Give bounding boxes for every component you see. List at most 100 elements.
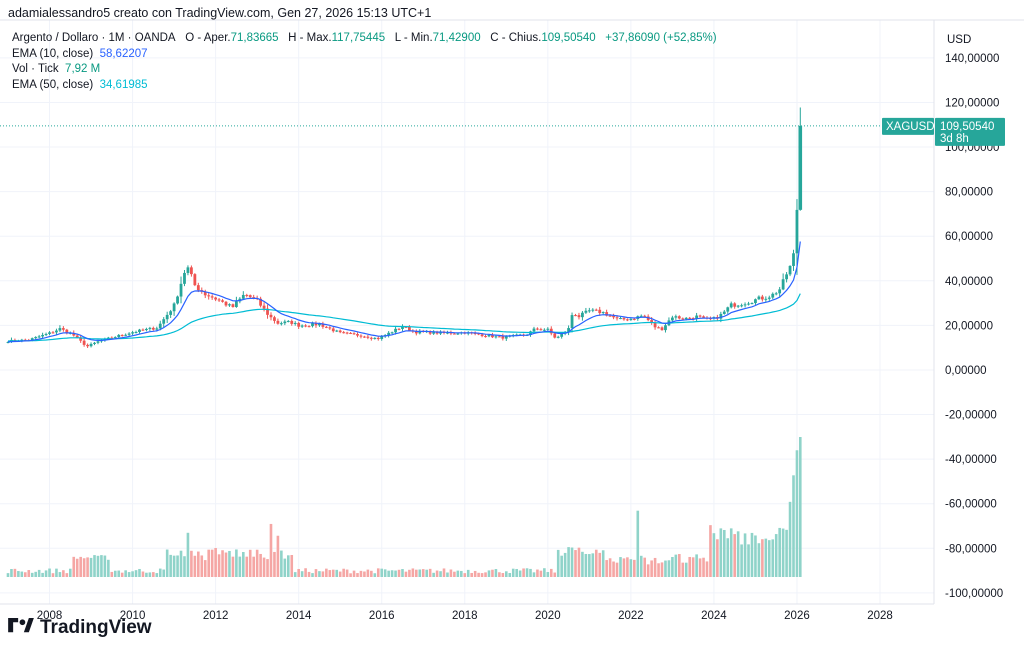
candle-body xyxy=(736,305,740,307)
volume-bar xyxy=(321,571,325,577)
candle-body xyxy=(89,343,93,347)
candle-body xyxy=(619,318,622,320)
volume-bar xyxy=(691,557,695,577)
legend-ema50-row[interactable]: EMA (50, close) 34,61985 xyxy=(12,78,717,94)
volume-bar xyxy=(380,568,384,577)
volume-bar xyxy=(345,569,349,577)
candle-body xyxy=(722,311,726,314)
candle-body xyxy=(556,336,560,338)
volume-bar xyxy=(671,556,674,577)
candle-body xyxy=(349,332,352,334)
volume-bar xyxy=(449,569,453,577)
volume-bar xyxy=(681,562,685,577)
time-axis[interactable]: 2008 2010 2012 2014 2016 2018 2020 2022 2024 2026… xyxy=(37,610,893,622)
volume-bar xyxy=(484,572,487,577)
volume-bar xyxy=(466,569,470,577)
price-tick-label: 60,00000 xyxy=(945,231,993,243)
candle-body xyxy=(570,315,574,329)
volume-bar xyxy=(280,550,283,577)
volume-bar xyxy=(113,570,117,577)
volume-bar xyxy=(245,556,249,577)
volume-bar xyxy=(356,573,359,577)
volume-bars xyxy=(6,437,802,577)
candle-body xyxy=(328,327,332,329)
candle-body xyxy=(754,299,757,304)
legend-ema10-row[interactable]: EMA (10, close) 58,62207 xyxy=(12,47,717,63)
volume-bar xyxy=(757,543,761,577)
candle-body xyxy=(86,344,89,347)
volume-bar xyxy=(148,572,152,577)
candle-body xyxy=(605,312,609,316)
volume-bar xyxy=(421,569,425,577)
volume-bar xyxy=(283,558,287,577)
candle-body xyxy=(567,328,570,332)
price-tick-label: -80,00000 xyxy=(945,543,997,555)
candle-body xyxy=(234,301,238,307)
volume-bar xyxy=(68,568,72,577)
currency-label[interactable]: USD xyxy=(947,34,971,46)
candle-body xyxy=(58,328,62,331)
volume-bar xyxy=(238,556,242,577)
volume-bar xyxy=(27,570,31,577)
volume-bar xyxy=(307,571,311,577)
candle-body xyxy=(632,318,636,320)
volume-bar xyxy=(446,572,449,577)
volume-bar xyxy=(41,572,44,577)
candle-body xyxy=(196,285,200,291)
tradingview-logo[interactable]: TradingView xyxy=(8,617,152,639)
volume-bar xyxy=(435,570,439,577)
volume-bar xyxy=(650,560,653,577)
volume-bar xyxy=(131,571,134,577)
candle-body xyxy=(369,337,373,339)
candle-body xyxy=(55,330,58,333)
volume-bar xyxy=(601,550,605,577)
volume-bar xyxy=(203,560,207,577)
volume-bar xyxy=(456,570,460,577)
time-tick-label: 2018 xyxy=(452,610,478,622)
volume-bar xyxy=(335,569,339,577)
candle-body xyxy=(162,319,166,324)
candle-body xyxy=(387,332,391,336)
candle-body xyxy=(61,328,65,330)
volume-bar xyxy=(82,558,86,577)
volume-bar xyxy=(145,572,148,577)
volume-bar xyxy=(124,570,127,577)
candle-body xyxy=(750,303,754,305)
time-tick-label: 2028 xyxy=(867,610,893,622)
volume-bar xyxy=(318,571,321,577)
candle-body xyxy=(594,309,598,311)
volume-bar xyxy=(366,569,370,577)
candle-body xyxy=(169,311,173,315)
candle-body xyxy=(262,305,266,309)
volume-bar xyxy=(487,570,491,577)
tradingview-logo-text: TradingView xyxy=(40,617,152,638)
volume-bar xyxy=(255,549,259,577)
candle-body xyxy=(764,298,768,300)
volume-bar xyxy=(432,572,435,577)
candle-body xyxy=(124,334,128,336)
volume-bar xyxy=(491,569,494,577)
volume-bar xyxy=(214,548,217,577)
volume-bar xyxy=(183,556,186,577)
volume-bar xyxy=(48,568,51,577)
candle-body xyxy=(677,316,681,319)
candle-body xyxy=(273,317,276,321)
volume-bar xyxy=(72,556,76,577)
candle-body xyxy=(747,303,750,305)
volume-bar xyxy=(100,555,103,577)
candle-body xyxy=(581,312,584,318)
volume-bar xyxy=(750,532,754,577)
volume-bar xyxy=(300,571,304,577)
candle-body xyxy=(394,328,397,333)
candle-body xyxy=(760,296,764,300)
legend-vol-row[interactable]: Vol · Tick 7,92 M xyxy=(12,62,717,78)
time-tick-label: 2010 xyxy=(120,610,146,622)
candle-body xyxy=(214,297,218,300)
volume-bar xyxy=(107,559,110,577)
volume-bar xyxy=(370,570,373,577)
candle-body xyxy=(408,326,411,331)
volume-bar xyxy=(556,549,560,577)
candle-body xyxy=(335,330,339,332)
volume-bar xyxy=(543,568,546,577)
